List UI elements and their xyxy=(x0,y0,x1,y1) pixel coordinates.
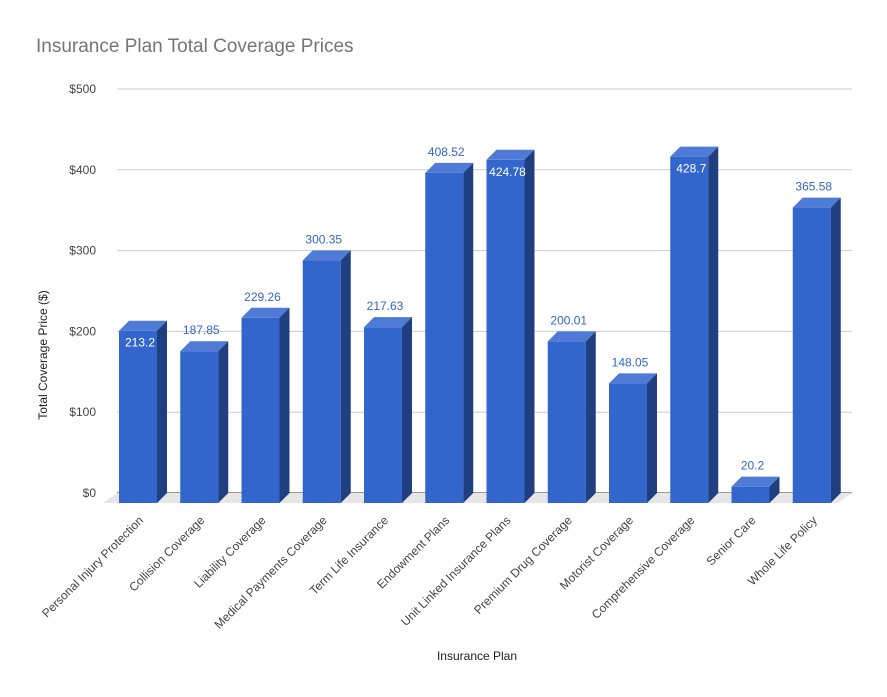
bar-side xyxy=(830,197,841,503)
bar-front xyxy=(609,383,647,503)
bar-front xyxy=(364,327,402,503)
data-labels: 213.2 187.85 229.26 300.35 217.63 408.52 424.7… xyxy=(125,145,832,473)
x-tick-label: Personal Injury Protection xyxy=(39,513,146,620)
bar-top xyxy=(670,146,719,157)
bar-side xyxy=(279,307,290,503)
bar-front xyxy=(425,172,464,503)
bar-side xyxy=(340,250,351,503)
bar-front xyxy=(241,317,280,503)
bar-front xyxy=(180,351,219,503)
bar-front xyxy=(670,156,709,503)
bar-top xyxy=(792,197,841,208)
bar xyxy=(119,320,167,503)
bar xyxy=(670,146,719,503)
bar-front xyxy=(792,207,831,503)
bar xyxy=(180,341,229,503)
data-label: 300.35 xyxy=(305,232,342,246)
y-tick-label: $200 xyxy=(69,324,96,338)
bar-top xyxy=(364,317,412,328)
bar xyxy=(486,149,535,503)
data-label: 213.2 xyxy=(125,336,155,350)
bar-side xyxy=(157,320,167,503)
y-tick-label: $400 xyxy=(69,163,96,177)
x-tick-label: Senior Care xyxy=(703,513,758,568)
bar xyxy=(241,307,290,503)
bar-top xyxy=(731,476,780,487)
x-tick-label: Medical Payments Coverage xyxy=(211,513,330,632)
data-label: 148.05 xyxy=(612,355,649,369)
bar xyxy=(792,197,841,503)
bar-front xyxy=(731,486,770,503)
bar-front xyxy=(486,159,525,503)
chart-floor-plane xyxy=(103,493,852,503)
bar xyxy=(731,476,780,503)
y-tick-label: $100 xyxy=(69,405,96,419)
bar-side xyxy=(585,331,596,503)
bar-side xyxy=(524,149,535,503)
y-axis-ticks: $0 $100 $200 $300 $400 $500 xyxy=(69,82,96,500)
data-label: 424.78 xyxy=(489,165,526,179)
data-label: 365.58 xyxy=(795,180,832,194)
bar-side xyxy=(647,373,657,503)
bar xyxy=(547,331,596,503)
bar-side xyxy=(769,476,780,503)
bar-top xyxy=(180,341,229,352)
chart-floor xyxy=(103,493,852,503)
chart-title: Insurance Plan Total Coverage Prices xyxy=(36,36,354,57)
bar-front xyxy=(302,260,341,503)
bar-side xyxy=(218,341,229,503)
bar-front xyxy=(547,341,586,503)
bar xyxy=(302,250,351,503)
y-tick-label: $300 xyxy=(69,244,96,258)
x-axis-title: Insurance Plan xyxy=(437,649,517,663)
bar-side xyxy=(463,162,474,503)
data-label: 217.63 xyxy=(367,299,404,313)
data-label: 20.2 xyxy=(741,459,765,473)
x-tick-label: Comprehensive Coverage xyxy=(589,513,698,622)
x-tick-label: Premium Drug Coverage xyxy=(471,513,575,617)
data-label: 200.01 xyxy=(550,313,587,327)
bar xyxy=(609,373,657,503)
bar-top xyxy=(425,162,474,173)
bars xyxy=(119,146,841,503)
bar-top xyxy=(241,307,290,318)
y-tick-label: $500 xyxy=(69,82,96,96)
y-axis-title: Total Coverage Price ($) xyxy=(36,290,50,419)
bar-top xyxy=(302,250,351,261)
bar xyxy=(425,162,474,503)
bar-front xyxy=(119,330,157,503)
data-label: 408.52 xyxy=(428,145,465,159)
bar xyxy=(364,317,412,503)
data-label: 187.85 xyxy=(183,323,220,337)
bar-side xyxy=(708,146,719,503)
bar-side xyxy=(402,317,412,503)
bar-top xyxy=(486,149,535,160)
y-tick-label: $0 xyxy=(83,486,97,500)
data-label: 229.26 xyxy=(244,290,281,304)
bar-top xyxy=(609,373,657,384)
data-label: 428.7 xyxy=(676,162,706,176)
bar-top xyxy=(547,331,596,342)
bar-top xyxy=(119,320,167,331)
x-tick-label: Unit Linked Insurance Plans xyxy=(398,513,514,629)
